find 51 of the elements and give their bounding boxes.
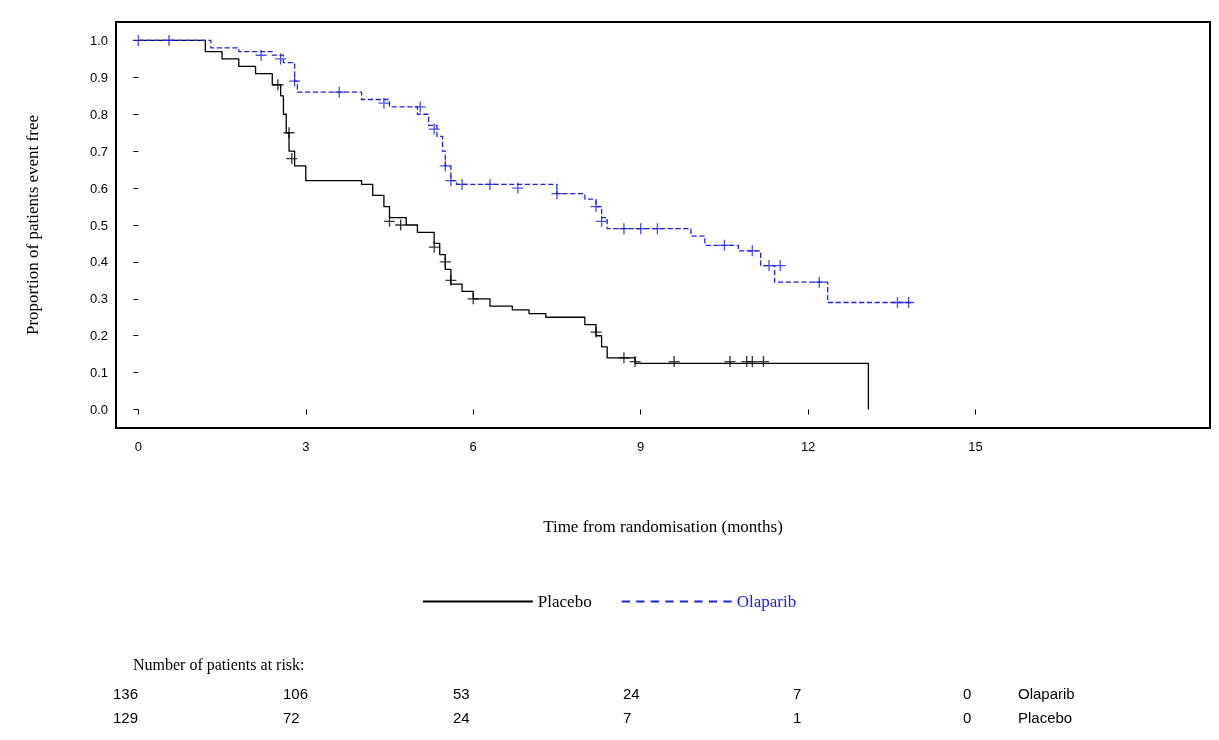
y-tick-label: 0.7 (89, 143, 108, 159)
point (272, 79, 284, 91)
y-tick-label: 0.0 (89, 402, 108, 418)
point (629, 356, 641, 368)
y-tick-label: 0.1 (89, 365, 108, 381)
point (333, 86, 345, 98)
y-tick-label: 0.3 (89, 291, 108, 307)
point (283, 127, 295, 139)
x-tick-label: 0 (134, 439, 142, 454)
point (590, 326, 602, 338)
point (289, 75, 301, 87)
text: 136 106 53 24 7 0 Olaparib (113, 685, 1075, 702)
point (275, 53, 287, 65)
x-axis-title: Time from randomisation (months) (543, 517, 783, 536)
point (456, 178, 468, 190)
point (428, 123, 440, 135)
point (445, 274, 457, 286)
x-tick-label: 15 (968, 439, 983, 454)
point (763, 260, 775, 272)
point (445, 175, 457, 187)
point (551, 188, 563, 200)
point (428, 241, 440, 253)
point (618, 352, 630, 364)
point (439, 160, 451, 172)
x-tick-label: 9 (637, 439, 645, 454)
point (484, 178, 496, 190)
point (590, 201, 602, 213)
y-axis-title: Proportion of patients event free (23, 115, 42, 335)
y-tick-label: 0.2 (89, 328, 108, 344)
point (724, 356, 736, 368)
text: Number of patients at risk: (133, 655, 305, 674)
x-tick-label: 3 (302, 439, 310, 454)
point (163, 34, 175, 46)
y-tick-label: 0.8 (89, 106, 108, 122)
x-tick-label: 12 (800, 439, 816, 454)
y-tick-label: 0.6 (89, 180, 108, 196)
y-tick-label: 1.0 (89, 32, 108, 48)
y-tick-label: 0.5 (89, 217, 108, 233)
legend-label: Olaparib (736, 592, 797, 611)
point (512, 182, 524, 194)
point (378, 97, 390, 109)
y-tick-label: 0.9 (89, 69, 108, 85)
text: Placebo (537, 592, 592, 611)
point (414, 101, 426, 113)
point (255, 49, 267, 61)
y-tick-label: 0.4 (89, 254, 108, 270)
point (439, 256, 451, 268)
point (395, 219, 407, 231)
point (618, 223, 630, 235)
text: 129 72 24 7 1 0 Placebo (113, 709, 1073, 726)
x-tick-label: 6 (469, 439, 477, 454)
